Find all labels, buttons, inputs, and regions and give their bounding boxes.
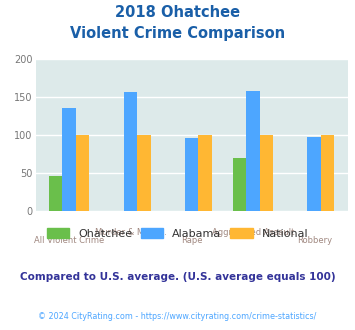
Bar bbox=[124, 92, 137, 211]
Bar bbox=[233, 158, 246, 211]
Text: Rape: Rape bbox=[181, 236, 202, 245]
Text: Robbery: Robbery bbox=[297, 236, 332, 245]
Text: © 2024 CityRating.com - https://www.cityrating.com/crime-statistics/: © 2024 CityRating.com - https://www.city… bbox=[38, 312, 317, 321]
Text: 2018 Ohatchee: 2018 Ohatchee bbox=[115, 5, 240, 20]
Text: Violent Crime Comparison: Violent Crime Comparison bbox=[70, 26, 285, 41]
Bar bbox=[260, 135, 273, 211]
Text: Aggravated Assault: Aggravated Assault bbox=[212, 228, 294, 237]
Bar bbox=[185, 138, 198, 211]
Bar bbox=[137, 135, 151, 211]
Bar bbox=[76, 135, 89, 211]
Bar bbox=[307, 137, 321, 211]
Text: Murder & Mans...: Murder & Mans... bbox=[94, 228, 166, 237]
Text: Compared to U.S. average. (U.S. average equals 100): Compared to U.S. average. (U.S. average … bbox=[20, 272, 335, 282]
Text: All Violent Crime: All Violent Crime bbox=[34, 236, 104, 245]
Bar bbox=[246, 91, 260, 211]
Bar bbox=[198, 135, 212, 211]
Bar bbox=[321, 135, 334, 211]
Bar bbox=[62, 108, 76, 211]
Legend: Ohatchee, Alabama, National: Ohatchee, Alabama, National bbox=[43, 223, 312, 243]
Bar bbox=[49, 176, 62, 211]
